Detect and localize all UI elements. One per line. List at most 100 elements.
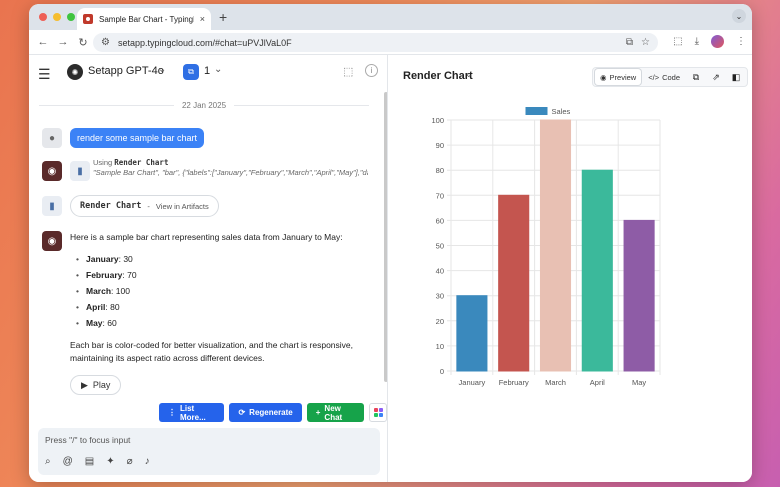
preview-tab[interactable]: ◉ Preview xyxy=(595,69,642,85)
chat-scrollbar[interactable] xyxy=(384,92,388,382)
close-window-button[interactable] xyxy=(39,13,47,21)
item-month: April xyxy=(86,302,106,312)
new-tab-button[interactable]: + xyxy=(219,9,228,25)
plus-icon: + xyxy=(315,408,321,417)
model-chevron-down-icon[interactable]: ⌄ xyxy=(158,64,167,75)
sidebar-toggle-icon[interactable]: ☰ xyxy=(38,66,51,82)
regenerate-button[interactable]: ⟳ Regenerate xyxy=(229,403,302,422)
list-item: May: 60 xyxy=(70,317,370,333)
url-text[interactable]: setapp.typingcloud.com/#chat=uPVJlVaL0F xyxy=(117,37,292,48)
y-tick-label: 80 xyxy=(436,166,444,175)
view-artifact-button[interactable]: Render Chart - View in Artifacts xyxy=(70,195,219,217)
item-value: : 100 xyxy=(111,286,130,296)
prompt-library-icon[interactable]: ▤ xyxy=(84,456,95,467)
artifact-title[interactable]: Render Chart xyxy=(403,70,473,82)
window-controls xyxy=(39,13,75,21)
chart-area: 0 10 20 30 40 50 60 70 80 90 100 January February Mar… xyxy=(388,100,752,440)
reply-outro: Each bar is color-coded for better visua… xyxy=(70,340,354,363)
plugin-count[interactable]: 1 xyxy=(204,65,211,77)
tab-title: Sample Bar Chart - TypingM... xyxy=(99,14,194,24)
reply-intro: Here is a sample bar chart representing … xyxy=(70,232,343,242)
maximize-window-button[interactable] xyxy=(67,13,75,21)
back-arrow-icon[interactable]: ← xyxy=(37,36,49,48)
legend-swatch xyxy=(525,107,548,115)
magic-wand-icon[interactable]: ✦ xyxy=(106,456,115,467)
minimize-window-button[interactable] xyxy=(53,13,61,21)
apps-button[interactable] xyxy=(369,403,387,422)
date-label: 22 Jan 2025 xyxy=(181,100,227,110)
bookmark-star-icon[interactable]: ☆ xyxy=(641,37,650,48)
code-tab[interactable]: </> Code xyxy=(643,69,685,85)
user-message: render some sample bar chart xyxy=(70,128,205,148)
play-button[interactable]: ▶ Play xyxy=(70,375,122,395)
y-tick-label: 100 xyxy=(431,116,444,125)
code-icon: </> xyxy=(648,72,660,82)
artifact-separator: - xyxy=(147,201,150,211)
site-settings-icon[interactable]: ⚙ xyxy=(101,37,110,48)
list-more-button[interactable]: ⋮ List More... xyxy=(159,403,225,422)
plugins-icon[interactable]: ⧉ xyxy=(183,64,199,80)
item-month: May xyxy=(86,318,103,328)
reload-icon[interactable]: ↻ xyxy=(78,36,88,49)
y-tick-label: 90 xyxy=(436,141,444,150)
profile-avatar[interactable] xyxy=(711,35,724,48)
input-toolbar: ⌕ @ ▤ ✦ ⌀ ♪ xyxy=(45,456,150,467)
tool-using-label: Using xyxy=(93,158,113,167)
tool-name: Render Chart xyxy=(114,158,169,167)
y-tick-label: 40 xyxy=(436,267,444,276)
chat-input[interactable]: Press "/" to focus input ⌕ @ ▤ ✦ ⌀ ♪ xyxy=(38,428,380,475)
download-icon[interactable]: ⤓ xyxy=(694,36,699,47)
item-value: : 30 xyxy=(118,254,133,264)
tool-call-info: Using Render Chart "Sample Bar Chart", "… xyxy=(93,158,368,178)
address-bar[interactable]: ⚙ setapp.typingcloud.com/#chat=uPVJlVaL0… xyxy=(93,33,658,52)
browser-menu-icon[interactable]: ⋮ xyxy=(736,36,746,47)
item-month: February xyxy=(86,270,123,280)
toolbar-right: ⬚ ⤓ ⋮ xyxy=(673,35,746,48)
browser-tab[interactable]: Sample Bar Chart - TypingM... × xyxy=(77,8,211,30)
artifact-chevron-down-icon[interactable]: ⌄ xyxy=(465,69,473,79)
toggle-panel-icon[interactable]: ◧ xyxy=(731,71,741,82)
model-logo-icon: ✺ xyxy=(67,64,83,80)
search-icon[interactable]: ⌕ xyxy=(45,456,51,467)
tab-strip: Sample Bar Chart - TypingM... × + ⌄ xyxy=(29,4,752,30)
list-item: March: 100 xyxy=(70,285,370,301)
install-app-icon[interactable]: ⧉ xyxy=(625,37,634,48)
regenerate-label: Regenerate xyxy=(249,408,293,417)
bar xyxy=(498,194,530,372)
input-placeholder: Press "/" to focus input xyxy=(45,435,131,445)
browser-toolbar: ← → ↻ ⚙ setapp.typingcloud.com/#chat=uPV… xyxy=(29,30,752,55)
attachment-icon[interactable]: ⌀ xyxy=(126,456,133,467)
model-name[interactable]: Setapp GPT-4o xyxy=(88,65,164,77)
info-icon[interactable]: i xyxy=(365,64,378,77)
tab-search-chevron-icon[interactable]: ⌄ xyxy=(732,9,746,23)
forward-arrow-icon[interactable]: → xyxy=(57,36,69,48)
artifact-toolbar: ◉ Preview </> Code ⧉ ⇗ ◧ xyxy=(592,67,749,87)
artifact-view-label: View in Artifacts xyxy=(155,201,209,211)
chart-tool-icon: ▮ xyxy=(70,161,90,181)
chat-header: ☰ ✺ Setapp GPT-4o ⌄ ⧉ 1 ⌄ ⬚ i xyxy=(29,55,387,91)
y-tick-label: 60 xyxy=(436,216,444,225)
new-chat-button[interactable]: + New Chat xyxy=(306,403,365,422)
extensions-icon[interactable]: ⬚ xyxy=(673,36,683,47)
plugin-chevron-down-icon[interactable]: ⌄ xyxy=(214,64,223,75)
preview-label: Preview xyxy=(609,72,637,82)
apps-grid-icon xyxy=(373,408,383,417)
divider-line xyxy=(39,104,174,106)
regenerate-icon: ⟳ xyxy=(238,408,246,417)
item-value: : 70 xyxy=(122,270,137,280)
chart-tool-icon: ▮ xyxy=(42,196,62,216)
x-tick-label: March xyxy=(545,378,566,387)
y-tick-label: 70 xyxy=(436,191,444,200)
y-tick-label: 20 xyxy=(436,317,444,326)
copy-icon[interactable]: ⧉ xyxy=(692,71,700,82)
open-external-icon[interactable]: ⇗ xyxy=(712,71,720,82)
share-icon[interactable]: ⬚ xyxy=(343,66,354,78)
panel-divider[interactable] xyxy=(387,55,388,482)
play-icon: ▶ xyxy=(81,379,88,390)
legend-label: Sales xyxy=(552,107,571,116)
tab-close-icon[interactable]: × xyxy=(199,14,205,24)
list-item: February: 70 xyxy=(70,269,370,285)
mention-icon[interactable]: @ xyxy=(62,456,73,467)
item-month: March xyxy=(86,286,112,296)
microphone-icon[interactable]: ♪ xyxy=(144,456,150,467)
